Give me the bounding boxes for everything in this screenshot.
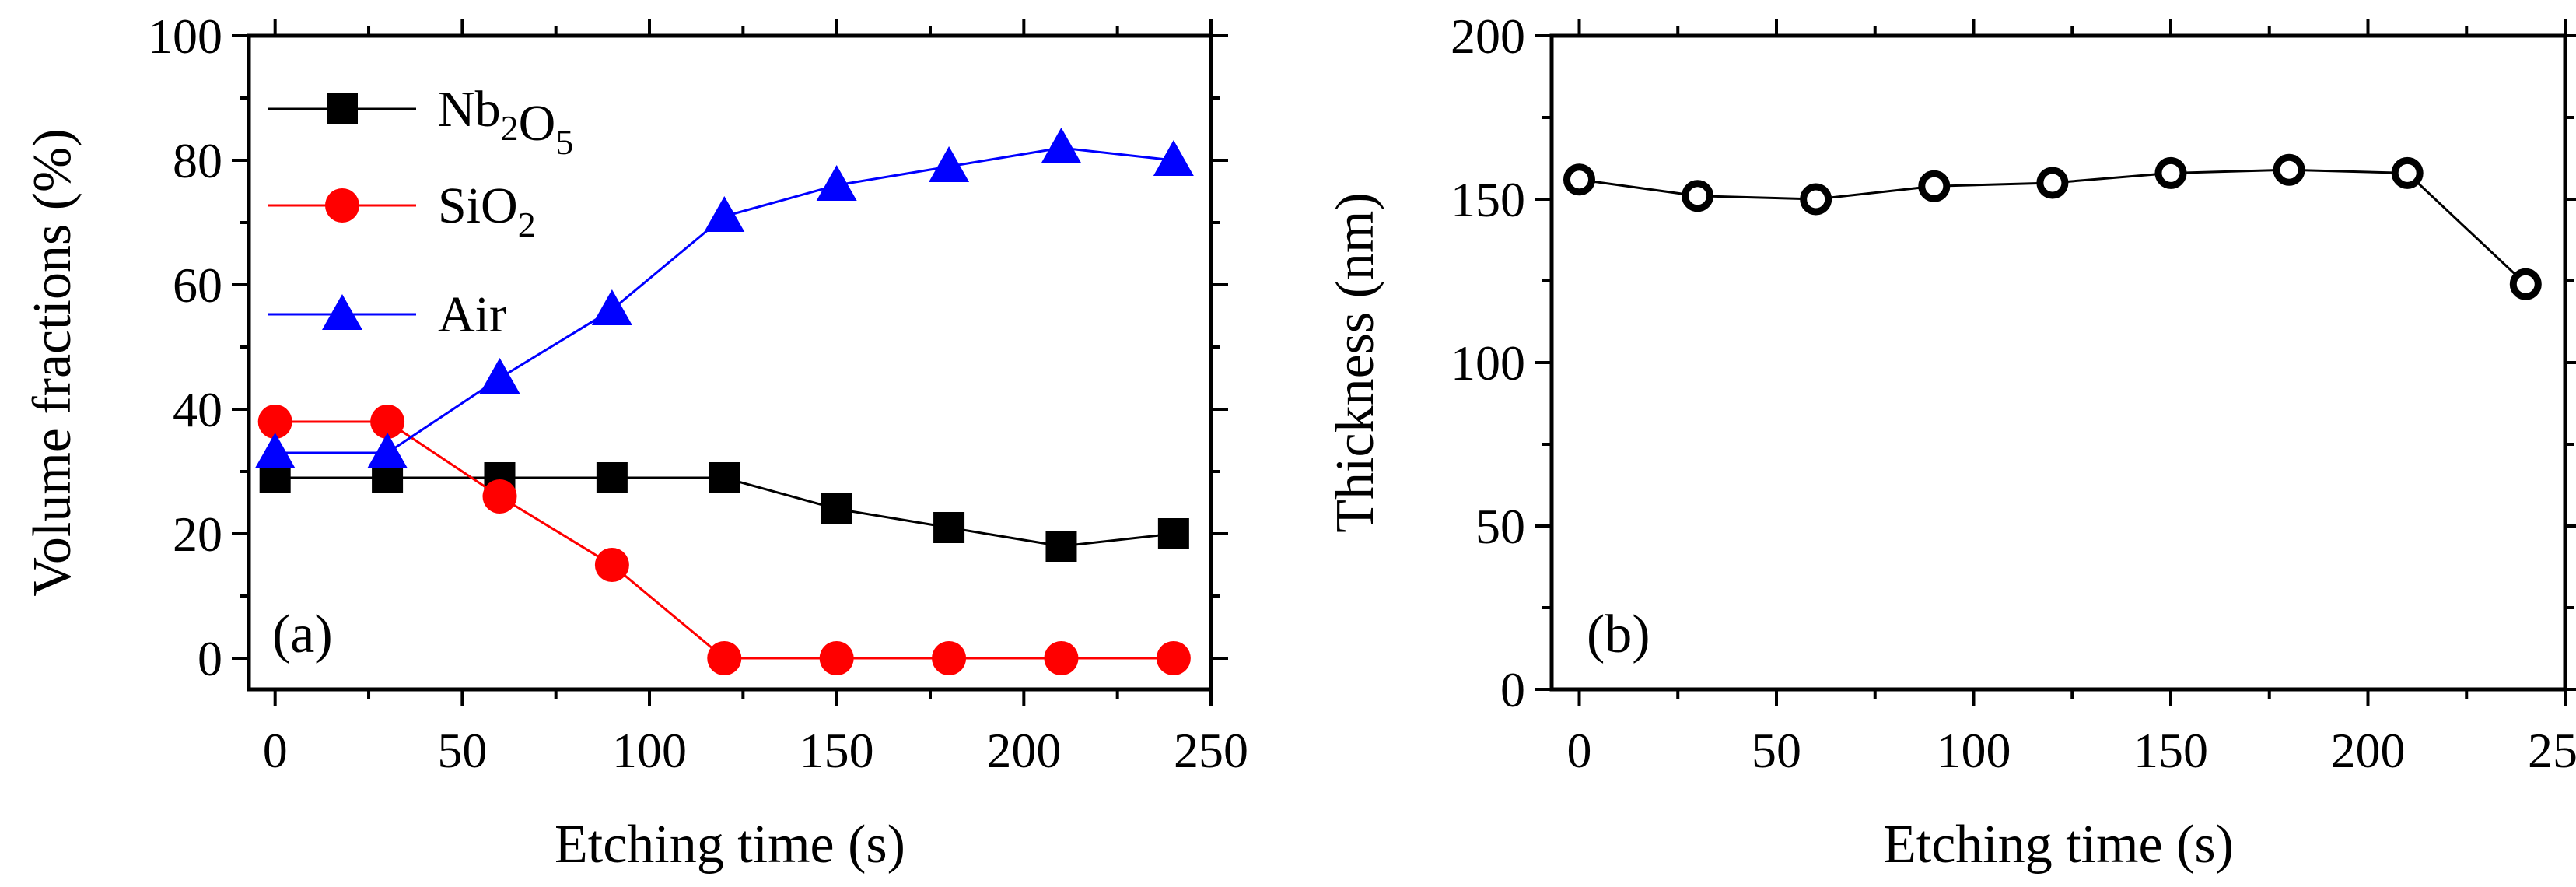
x-tick-label: 150	[800, 723, 874, 778]
data-point	[2509, 268, 2542, 300]
x-tick-label: 0	[263, 723, 288, 778]
series-sio2	[257, 405, 1191, 675]
data-point	[2391, 156, 2424, 189]
data-point	[819, 641, 854, 675]
data-point	[594, 548, 629, 582]
panel-label: (b)	[1587, 605, 1650, 664]
series-line	[275, 420, 1174, 660]
series-nb2o5	[259, 462, 1189, 562]
x-tick-label: 50	[437, 723, 487, 778]
legend-marker	[322, 294, 362, 330]
y-tick-label: 40	[173, 382, 222, 437]
plot-frame	[247, 33, 1213, 692]
y-tick-label: 80	[173, 133, 222, 188]
data-point	[933, 512, 965, 543]
x-tick-label: 150	[2133, 723, 2208, 778]
data-point	[367, 433, 408, 468]
legend-label-subscript: 2	[518, 205, 536, 244]
y-tick-label: 200	[1451, 9, 1525, 64]
data-point	[1682, 180, 1714, 212]
y-tick-label: 100	[148, 9, 222, 64]
x-tick-label: 250	[1174, 723, 1248, 778]
series-line	[275, 146, 1174, 454]
data-point	[1044, 641, 1079, 675]
legend-item-nb2o5: Nb2O5	[268, 81, 573, 162]
plot-frame	[1549, 33, 2567, 692]
legend-marker	[327, 93, 358, 124]
legend-label-part: Air	[438, 286, 506, 343]
legend-item-sio2: SiO2	[268, 177, 536, 244]
data-point	[2154, 156, 2187, 189]
legend-label: Nb2O5	[438, 81, 573, 162]
legend-marker	[325, 188, 359, 223]
y-axis-label: Thickness (nm)	[1325, 192, 1385, 532]
data-point	[707, 641, 742, 675]
data-point	[1156, 641, 1191, 675]
y-tick-label: 100	[1451, 335, 1525, 391]
legend-item-air: Air	[268, 286, 506, 343]
legend-label: Air	[438, 286, 506, 343]
x-tick-label: 100	[1936, 723, 2011, 778]
legend-label-subscript: 5	[555, 122, 573, 162]
x-tick-label: 200	[2330, 723, 2405, 778]
x-tick-label: 200	[986, 723, 1061, 778]
x-tick-label: 50	[1752, 723, 1801, 778]
data-point	[482, 479, 517, 514]
data-point	[1563, 163, 1595, 196]
data-point	[704, 196, 745, 232]
legend-label-part: SiO	[438, 177, 518, 234]
data-point	[1800, 183, 1832, 216]
y-tick-label: 60	[173, 258, 222, 313]
legend-label-part: O	[519, 95, 556, 152]
x-tick-label: 0	[1566, 723, 1591, 778]
data-point	[1041, 128, 1082, 163]
series-thickness	[1563, 153, 2542, 300]
legend-label-subscript: 2	[501, 108, 519, 148]
y-tick-label: 20	[173, 507, 222, 562]
data-point	[479, 358, 520, 394]
data-point	[1918, 170, 1951, 202]
panel-label: (a)	[272, 605, 333, 664]
y-tick-label: 150	[1451, 172, 1525, 227]
panel-a: 0 50 100 150 200 250 0 20 40 60 80 100 Etching time …	[23, 9, 1248, 875]
x-axis-label: Etching time (s)	[555, 815, 905, 875]
data-point	[932, 641, 967, 675]
data-point	[596, 462, 628, 493]
y-tick-label: 50	[1475, 499, 1525, 554]
data-point	[1157, 518, 1189, 549]
data-point	[816, 165, 857, 201]
panel-b: 0 50 100 150 200 250 0 50 100 150 200 Etching time …	[1325, 9, 2576, 875]
y-tick-label: 0	[198, 631, 222, 686]
y-tick-label: 0	[1500, 662, 1525, 717]
data-point	[1045, 531, 1077, 562]
data-point	[929, 146, 970, 182]
data-point	[257, 405, 292, 439]
series-air	[254, 128, 1194, 468]
legend-label: SiO2	[438, 177, 536, 244]
data-point	[370, 405, 405, 439]
data-point	[709, 462, 740, 493]
data-point	[254, 433, 296, 468]
data-point	[2036, 167, 2069, 199]
data-point	[1153, 140, 1194, 176]
data-point	[591, 289, 632, 325]
x-tick-label: 100	[612, 723, 687, 778]
y-axis-label: Volume fractions (%)	[23, 128, 82, 596]
x-tick-label: 250	[2528, 723, 2576, 778]
data-point	[2273, 153, 2305, 186]
legend-label-part: Nb	[438, 81, 501, 138]
x-axis-label: Etching time (s)	[1883, 815, 2234, 875]
data-point	[821, 493, 852, 524]
